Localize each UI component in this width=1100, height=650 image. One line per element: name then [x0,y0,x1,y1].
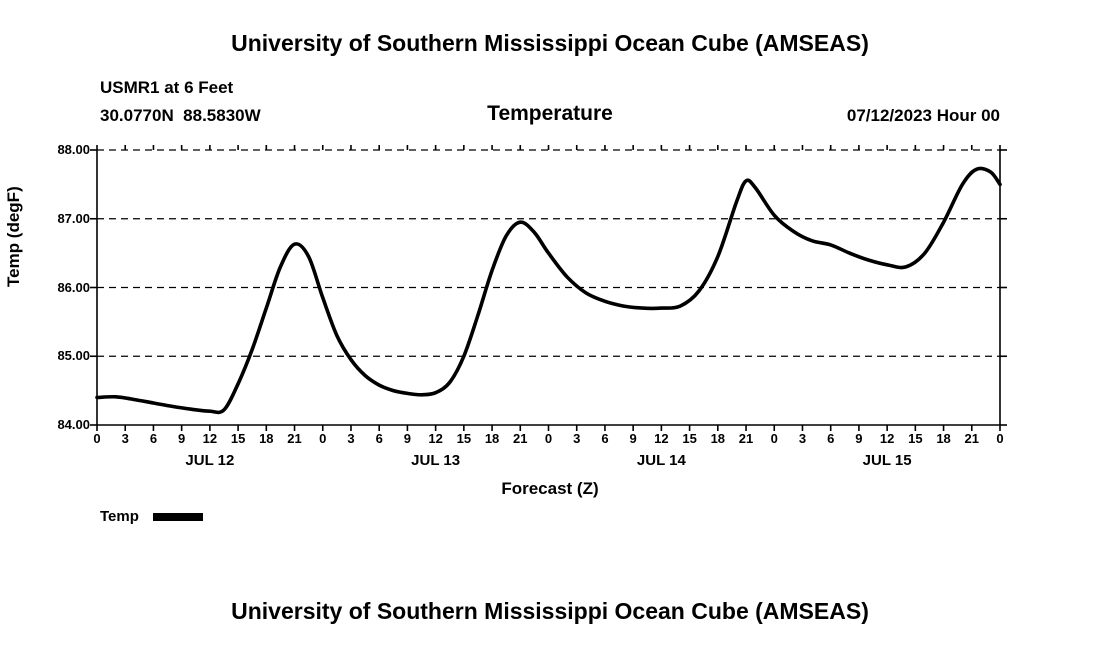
x-tick-label: 9 [403,431,412,446]
x-tick-label: 18 [710,431,726,446]
x-tick-label: 12 [202,431,218,446]
x-tick-label: 15 [682,431,697,446]
x-tick-label: 15 [908,431,923,446]
x-tick-label: 0 [770,431,778,446]
x-tick-label: 12 [428,431,443,446]
legend: Temp [100,508,203,525]
x-tick-label: 0 [544,431,553,446]
day-label: JUL 14 [636,452,686,469]
x-tick-label: 12 [879,431,895,446]
x-tick-label: 3 [573,431,581,446]
y-tick-label: 88.00 [57,142,90,157]
y-tick-label: 87.00 [57,210,90,226]
x-tick-label: 18 [484,431,500,446]
chart-title: Temperature [487,102,613,125]
x-tick-label: 0 [319,431,327,446]
page-title-top: University of Southern Mississippi Ocean… [231,30,869,56]
y-tick-label: 85.00 [57,348,90,364]
x-tick-label: 12 [654,431,669,446]
legend-label: Temp [100,508,139,525]
temp-series-line [95,166,1002,415]
x-tick-label: 15 [456,431,472,446]
x-tick-label: 21 [513,431,528,446]
x-tick-label: 6 [149,431,158,446]
x-axis-title: Forecast (Z) [501,479,599,498]
x-tick-label: 9 [178,431,186,446]
day-label: JUL 15 [862,452,912,469]
x-tick-label: 18 [936,431,951,446]
station-label: USMR1 at 6 Feet [100,78,234,97]
x-tick-label: 0 [93,431,101,446]
x-tick-label: 6 [601,431,609,446]
x-tick-label: 0 [996,431,1004,446]
x-tick-label: 6 [827,431,835,446]
y-tick-label: 84.00 [57,417,90,432]
x-tick-label: 3 [121,431,129,446]
station-coordinates: 30.0770N 88.5830W [100,106,261,125]
x-tick-label: 18 [259,431,274,446]
x-tick-label: 21 [738,431,754,446]
page-title-bottom: University of Southern Mississippi Ocean… [231,598,869,624]
run-time-label: 07/12/2023 Hour 00 [846,106,1000,125]
x-tick-label: 21 [964,431,980,446]
x-tick-label: 6 [375,431,383,446]
x-tick-label: 21 [287,431,302,446]
day-label: JUL 13 [411,452,461,469]
x-tick-label: 3 [347,431,355,446]
x-tick-label: 9 [629,431,637,446]
x-tick-label: 15 [230,431,246,446]
x-tick-label: 3 [798,431,807,446]
day-label: JUL 12 [185,452,235,469]
x-tick-label: 9 [855,431,863,446]
legend-line-swatch [152,512,203,521]
y-tick-label: 86.00 [57,279,90,295]
y-axis-title: Temp (degF) [4,186,23,287]
